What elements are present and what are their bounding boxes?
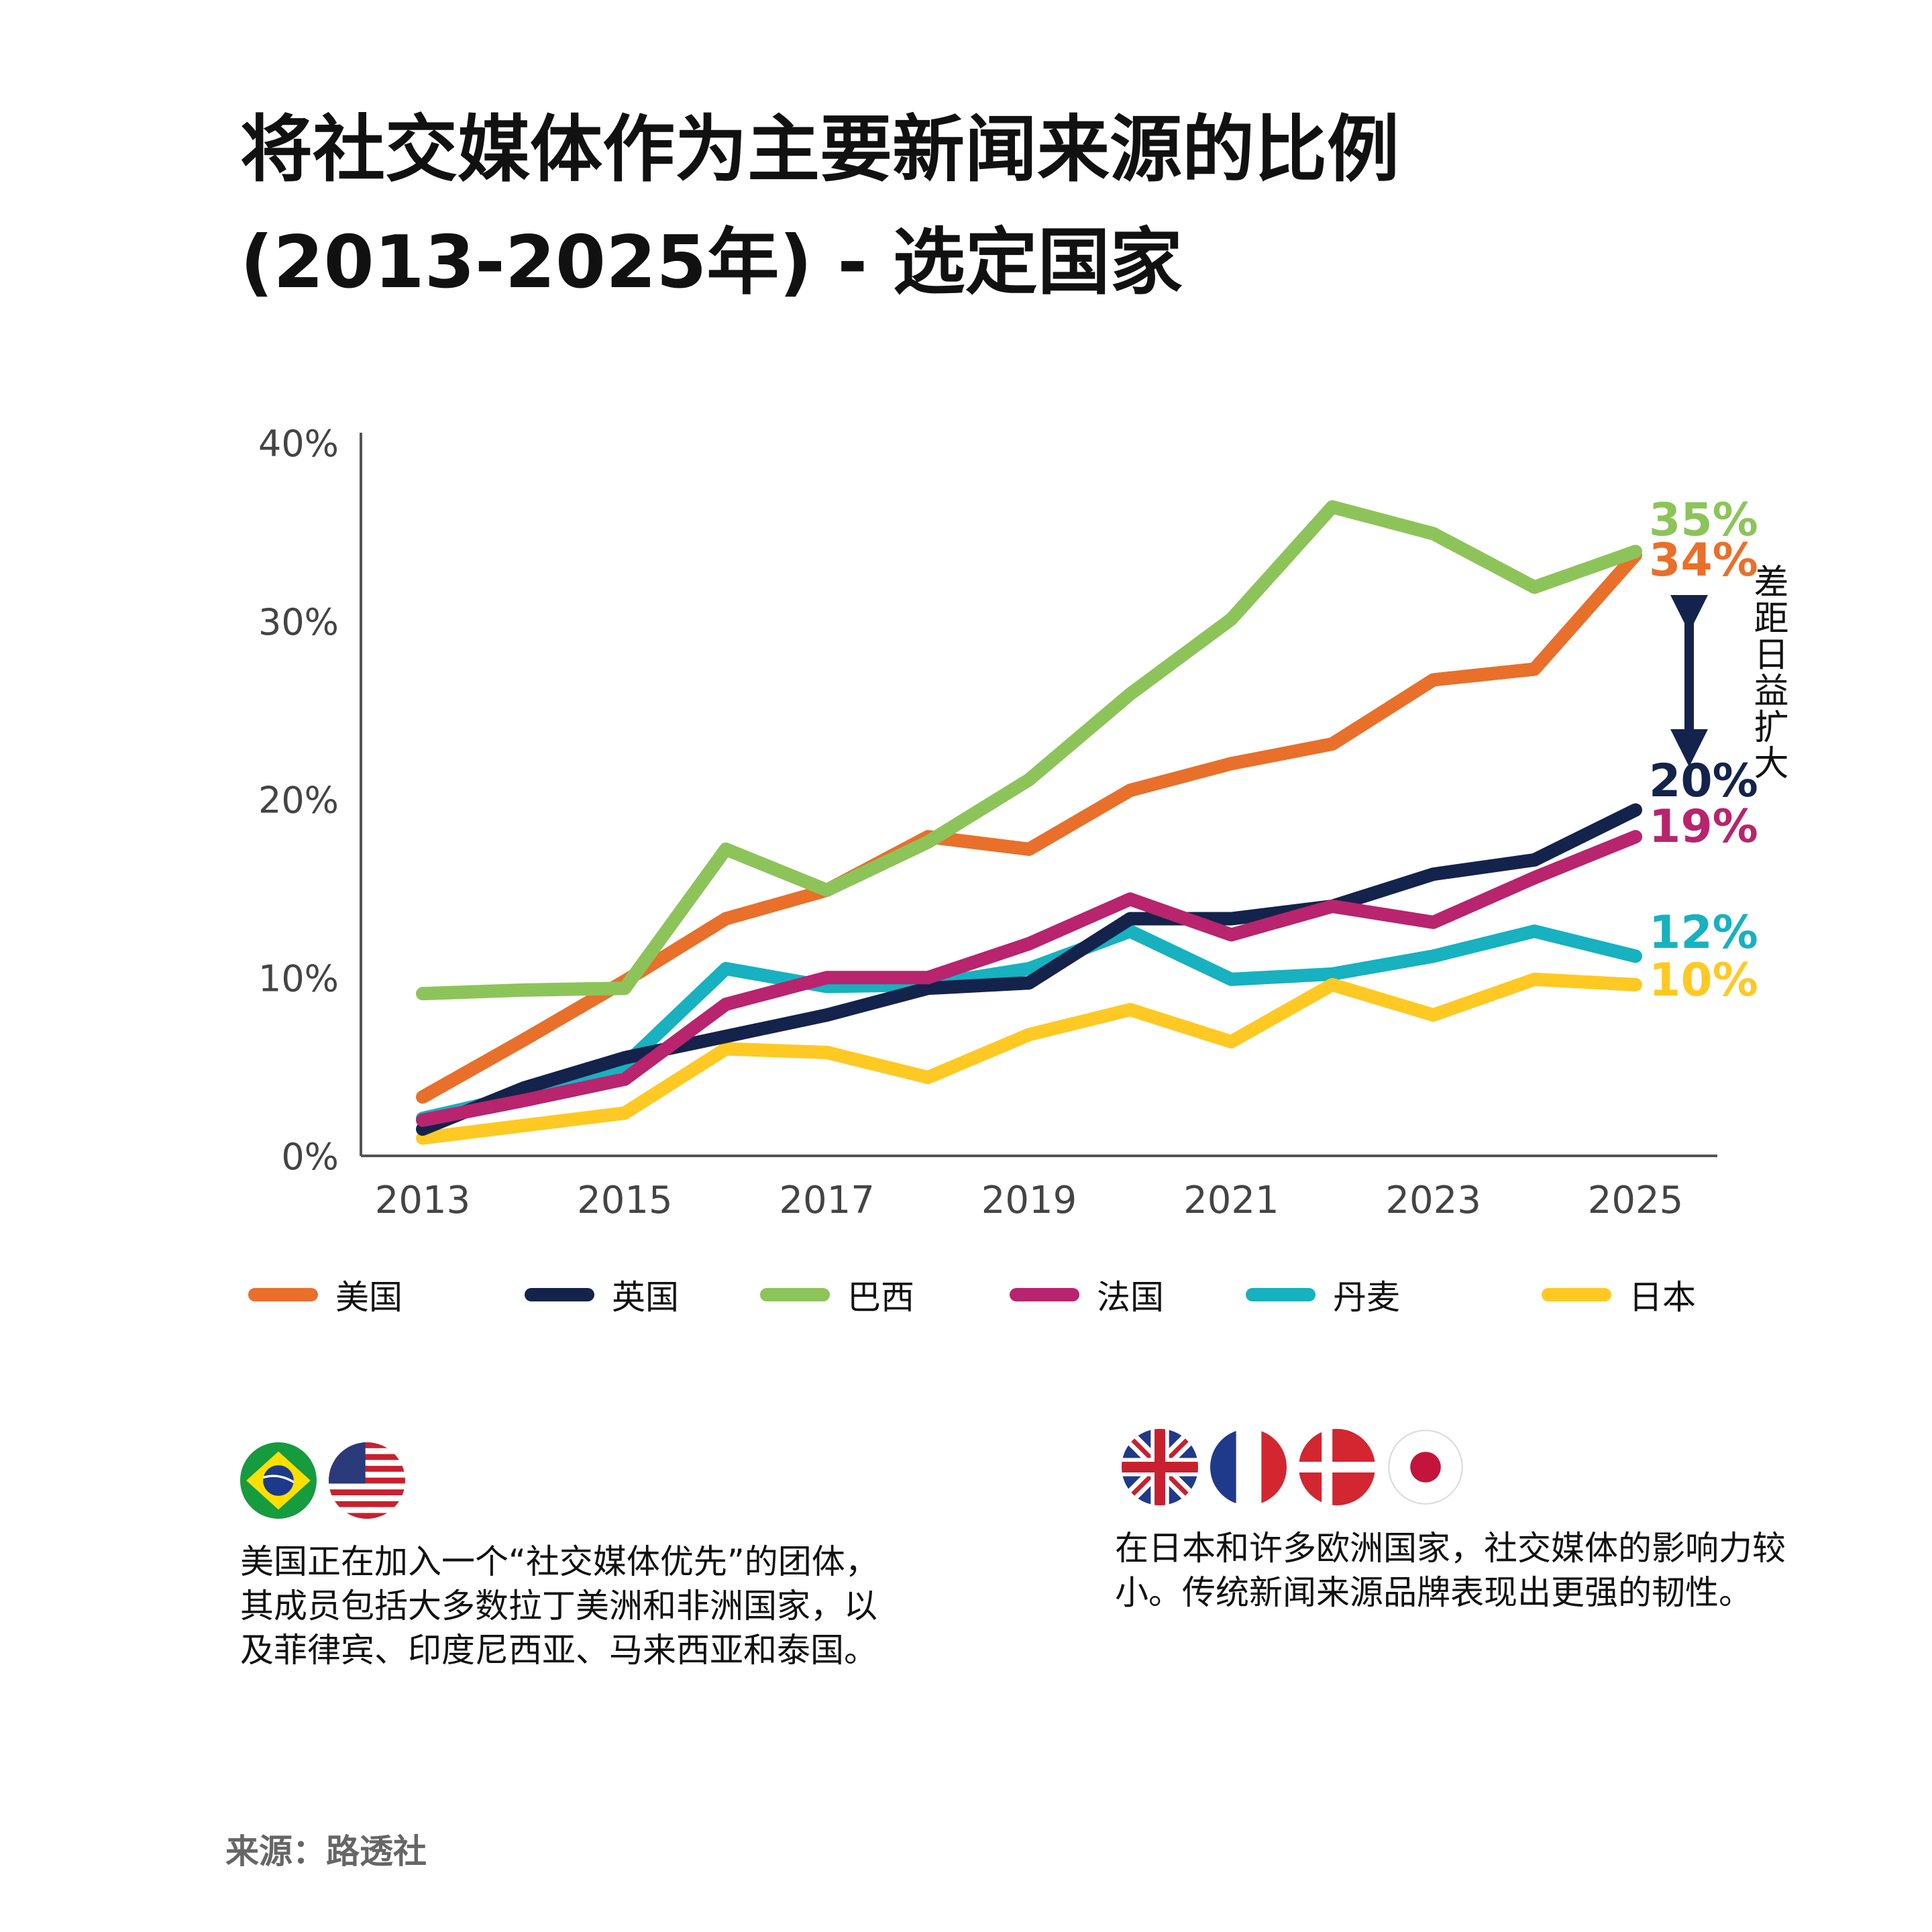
series-line-2 bbox=[416, 500, 1642, 1001]
y-tick-label: 10% bbox=[258, 957, 339, 1000]
chart-series-lines bbox=[416, 500, 1642, 1145]
series-end-label: 12% bbox=[1649, 906, 1758, 959]
japan-flag-icon bbox=[1388, 1430, 1463, 1505]
legend-item: 法国 bbox=[1010, 1268, 1164, 1322]
x-tick-label: 2023 bbox=[1385, 1179, 1481, 1222]
brazil-flag-icon bbox=[240, 1442, 317, 1519]
x-tick-label: 2025 bbox=[1588, 1179, 1684, 1222]
x-tick-label: 2017 bbox=[779, 1179, 875, 1222]
source-credit: 来源：路透社 bbox=[225, 1832, 427, 1871]
page-title: 将社交媒体作为主要新闻来源的比例 (2013-2025年) - 选定国家 bbox=[240, 94, 1399, 319]
note-left: 美国正在加入一个“社交媒体优先”的团体，其成员包括大多数拉丁美洲和非洲国家，以及… bbox=[240, 1542, 879, 1670]
legend-label: 美国 bbox=[335, 1278, 402, 1317]
series-end-label: 34% bbox=[1649, 534, 1758, 587]
legend-item: 日本 bbox=[1542, 1268, 1696, 1322]
legend-swatch bbox=[248, 1288, 318, 1301]
series-line-1 bbox=[416, 803, 1642, 1136]
y-tick-label: 20% bbox=[258, 780, 339, 822]
france-flag-icon bbox=[1210, 1429, 1287, 1505]
y-tick-label: 30% bbox=[258, 601, 339, 643]
y-tick-label: 0% bbox=[281, 1136, 339, 1178]
title-line-2: (2013-2025年) - 选定国家 bbox=[240, 221, 1183, 305]
uk-flag-icon bbox=[1122, 1429, 1198, 1505]
legend-swatch bbox=[525, 1288, 594, 1301]
usa-flag-icon bbox=[329, 1442, 405, 1519]
title-line-1: 将社交媒体作为主要新闻来源的比例 bbox=[240, 108, 1400, 192]
legend-swatch bbox=[1010, 1288, 1079, 1301]
y-tick-label: 40% bbox=[258, 423, 339, 465]
series-end-label: 19% bbox=[1649, 800, 1758, 853]
gap-annotation: 差距日益扩大 bbox=[1748, 564, 1788, 781]
chart-legend: 美国 英国 巴西 法国 丹麦 日本 bbox=[0, 1268, 1932, 1322]
x-tick-label: 2015 bbox=[577, 1179, 673, 1222]
series-line-5 bbox=[416, 972, 1642, 1145]
flags-right bbox=[1122, 1429, 1464, 1505]
legend-label: 丹麦 bbox=[1333, 1278, 1400, 1317]
legend-item: 英国 bbox=[525, 1268, 679, 1322]
series-line-4 bbox=[416, 924, 1642, 1126]
series-end-label: 35% bbox=[1649, 494, 1758, 547]
legend-item: 巴西 bbox=[760, 1268, 914, 1322]
x-tick-label: 2013 bbox=[375, 1179, 471, 1222]
series-end-label: 10% bbox=[1649, 954, 1758, 1007]
chart-end-labels: 34%20%35%19%12%10% bbox=[1649, 494, 1758, 1007]
x-tick-label: 2021 bbox=[1183, 1179, 1279, 1222]
series-line-3 bbox=[416, 830, 1642, 1127]
legend-label: 巴西 bbox=[847, 1278, 914, 1317]
chart-axes: 0% 10% 20% 30% 40% 2013 2015 2017 2019 2021 2023 20… bbox=[258, 423, 1717, 1222]
note-right: 在日本和许多欧洲国家，社交媒体的影响力较小。传统新闻来源品牌表现出更强的韧性。 bbox=[1115, 1529, 1786, 1612]
legend-swatch bbox=[1246, 1288, 1316, 1301]
flags-left bbox=[240, 1442, 405, 1519]
legend-item: 美国 bbox=[248, 1268, 402, 1322]
legend-swatch bbox=[760, 1288, 830, 1301]
x-tick-label: 2019 bbox=[981, 1179, 1077, 1222]
denmark-flag-icon bbox=[1299, 1429, 1375, 1505]
legend-swatch bbox=[1542, 1288, 1611, 1301]
legend-label: 日本 bbox=[1629, 1278, 1696, 1317]
legend-label: 法国 bbox=[1097, 1278, 1164, 1317]
legend-label: 英国 bbox=[612, 1278, 679, 1317]
legend-item: 丹麦 bbox=[1246, 1268, 1400, 1322]
series-line-0 bbox=[416, 548, 1642, 1104]
